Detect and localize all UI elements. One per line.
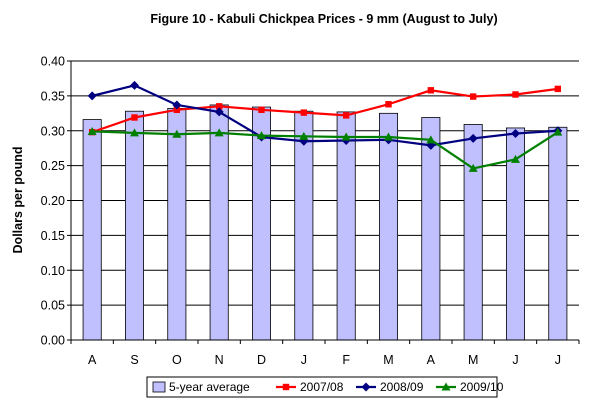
data-point xyxy=(427,87,435,94)
data-point xyxy=(130,128,139,137)
plot-area: 0.00 0.05 0.10 0.15 0.20 0.25 0.30 0.35 0.40 A S O… xyxy=(41,55,580,367)
x-tick-label: O xyxy=(172,353,182,367)
x-tick-label: S xyxy=(130,353,138,367)
data-point xyxy=(300,109,308,116)
data-point xyxy=(214,128,224,137)
x-tick-label: N xyxy=(215,353,224,367)
legend-box xyxy=(146,376,498,398)
x-tick-label: J xyxy=(555,353,561,367)
line-series xyxy=(87,80,563,172)
data-point xyxy=(469,93,477,100)
legend-label: 5-year average xyxy=(169,380,250,394)
y-tick-label: 0.40 xyxy=(41,55,65,69)
x-tick-label: A xyxy=(88,353,97,367)
legend-label: 2007/08 xyxy=(300,380,344,394)
y-tick-label: 0.20 xyxy=(41,194,65,208)
x-tick-label: J xyxy=(301,353,307,367)
data-point xyxy=(553,127,563,136)
legend-marker xyxy=(361,382,371,392)
series-line xyxy=(92,130,559,170)
x-tick-label: F xyxy=(342,353,350,367)
data-point xyxy=(214,107,224,117)
x-tick-label: A xyxy=(427,353,436,367)
chart-title: Figure 10 - Kabuli Chickpea Prices - 9 m… xyxy=(150,12,497,26)
legend-marker xyxy=(441,382,451,391)
bar xyxy=(336,111,356,341)
series-line xyxy=(91,84,558,147)
data-point xyxy=(172,129,182,138)
data-point xyxy=(131,114,138,121)
data-point xyxy=(511,154,520,163)
legend: 5-year average 2007/08 2008/09 2009/10 xyxy=(146,376,504,398)
y-tick-label: 0.30 xyxy=(41,124,65,138)
bar xyxy=(124,110,145,341)
data-point xyxy=(511,129,520,139)
data-point xyxy=(468,163,478,172)
data-point xyxy=(130,80,139,90)
data-point xyxy=(257,131,266,140)
y-tick-label: 0.05 xyxy=(41,299,65,313)
bar xyxy=(251,106,272,341)
legend-label: 2008/09 xyxy=(380,380,424,394)
y-tick-label: 0.00 xyxy=(41,334,65,348)
x-tick-label: D xyxy=(257,353,266,367)
bar xyxy=(209,104,229,341)
data-point xyxy=(512,91,519,98)
legend-marker xyxy=(282,383,290,391)
axes xyxy=(70,61,580,344)
data-point xyxy=(385,101,392,108)
data-point xyxy=(342,112,350,119)
data-point xyxy=(299,131,309,140)
data-point xyxy=(87,126,97,135)
y-axis-label: Dollars per pound xyxy=(11,147,25,254)
data-point xyxy=(384,132,393,141)
bar xyxy=(463,124,483,341)
x-tick-label: M xyxy=(383,353,393,367)
y-tick-label: 0.15 xyxy=(41,229,65,243)
series-2009-10 xyxy=(87,126,563,172)
data-point xyxy=(87,91,97,101)
y-tick-label: 0.35 xyxy=(41,89,65,103)
data-point xyxy=(468,133,478,143)
x-tick-label: M xyxy=(468,353,478,367)
data-point xyxy=(173,106,181,114)
bar xyxy=(167,108,187,341)
data-point xyxy=(172,100,182,110)
bar xyxy=(378,112,399,341)
legend-label: 2009/10 xyxy=(460,380,504,394)
bar xyxy=(548,126,568,341)
y-tick-label: 0.25 xyxy=(41,159,65,173)
legend-swatch-bar xyxy=(152,381,166,393)
bar xyxy=(82,119,102,341)
grid-lines xyxy=(67,60,579,341)
x-tick-label: J xyxy=(512,353,518,367)
data-point xyxy=(554,85,562,93)
series-line xyxy=(91,87,558,134)
y-tick-label: 0.10 xyxy=(41,264,65,278)
bar xyxy=(421,117,441,341)
data-point xyxy=(426,135,436,144)
data-point xyxy=(258,106,265,114)
y-tick-labels: 0.00 0.05 0.10 0.15 0.20 0.25 0.30 0.35 0.40 xyxy=(41,55,65,348)
data-point xyxy=(341,132,351,141)
data-point xyxy=(215,103,223,110)
